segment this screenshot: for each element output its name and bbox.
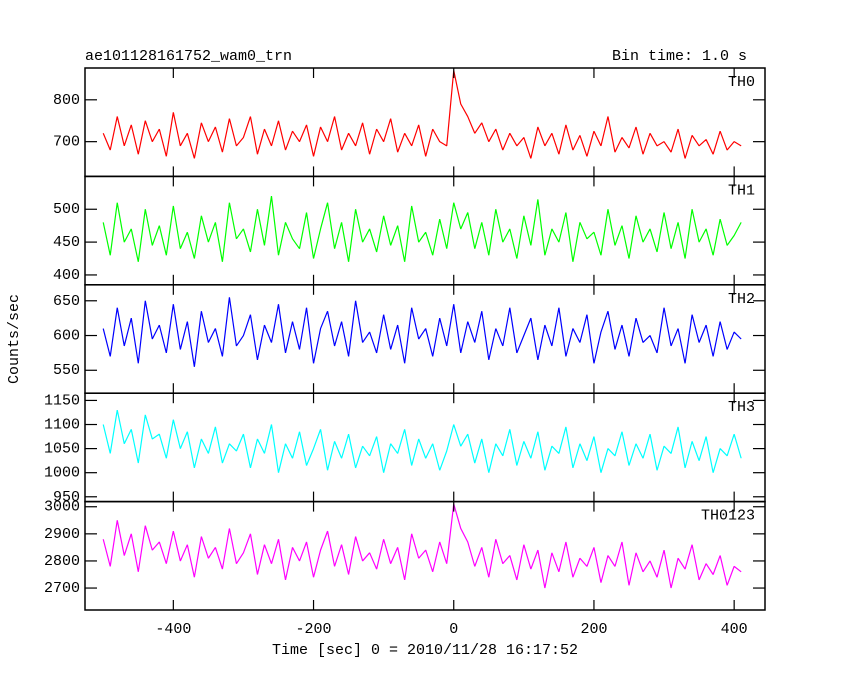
y-tick-label: 1050 bbox=[44, 441, 80, 458]
panel-frame bbox=[84, 392, 766, 503]
y-tick-label: 500 bbox=[53, 201, 80, 218]
x-tick-label: 400 bbox=[721, 621, 748, 638]
y-tick-label: 700 bbox=[53, 134, 80, 151]
series-name: TH0123 bbox=[701, 508, 755, 525]
panel-frame bbox=[84, 175, 766, 286]
x-tick-label: -200 bbox=[296, 621, 332, 638]
y-tick-label: 2800 bbox=[44, 553, 80, 570]
series-line bbox=[102, 70, 742, 159]
y-axis-label: Counts/sec bbox=[6, 294, 23, 384]
y-tick-label: 450 bbox=[53, 234, 80, 251]
series-line bbox=[102, 297, 742, 367]
panel-frame bbox=[84, 284, 766, 394]
y-tick-label: 950 bbox=[53, 489, 80, 506]
series-line bbox=[102, 503, 742, 589]
series-name: TH2 bbox=[728, 291, 755, 308]
x-tick-label: 0 bbox=[449, 621, 458, 638]
y-tick-label: 1100 bbox=[44, 416, 80, 433]
y-tick-label: 1000 bbox=[44, 465, 80, 482]
y-tick-label: 800 bbox=[53, 92, 80, 109]
x-axis-label: Time [sec] 0 = 2010/11/28 16:17:52 bbox=[272, 642, 578, 659]
series-line bbox=[102, 409, 742, 473]
chart-title: ae101128161752_wam0_trn bbox=[85, 48, 292, 65]
x-tick-label: -400 bbox=[155, 621, 191, 638]
series-name: TH3 bbox=[728, 399, 755, 416]
y-tick-label: 550 bbox=[53, 362, 80, 379]
y-tick-label: 2900 bbox=[44, 526, 80, 543]
panel-frame bbox=[84, 500, 766, 611]
y-tick-label: 3000 bbox=[44, 499, 80, 516]
chart-subtitle: Bin time: 1.0 s bbox=[612, 48, 747, 65]
y-tick-label: 1150 bbox=[44, 392, 80, 409]
series-line bbox=[102, 196, 742, 262]
y-tick-label: 600 bbox=[53, 327, 80, 344]
series-name: TH1 bbox=[728, 182, 755, 199]
y-tick-label: 650 bbox=[53, 293, 80, 310]
y-tick-label: 2700 bbox=[44, 580, 80, 597]
y-tick-label: 400 bbox=[53, 267, 80, 284]
panel-frame bbox=[84, 67, 766, 178]
series-name: TH0 bbox=[728, 74, 755, 91]
x-tick-label: 200 bbox=[580, 621, 607, 638]
